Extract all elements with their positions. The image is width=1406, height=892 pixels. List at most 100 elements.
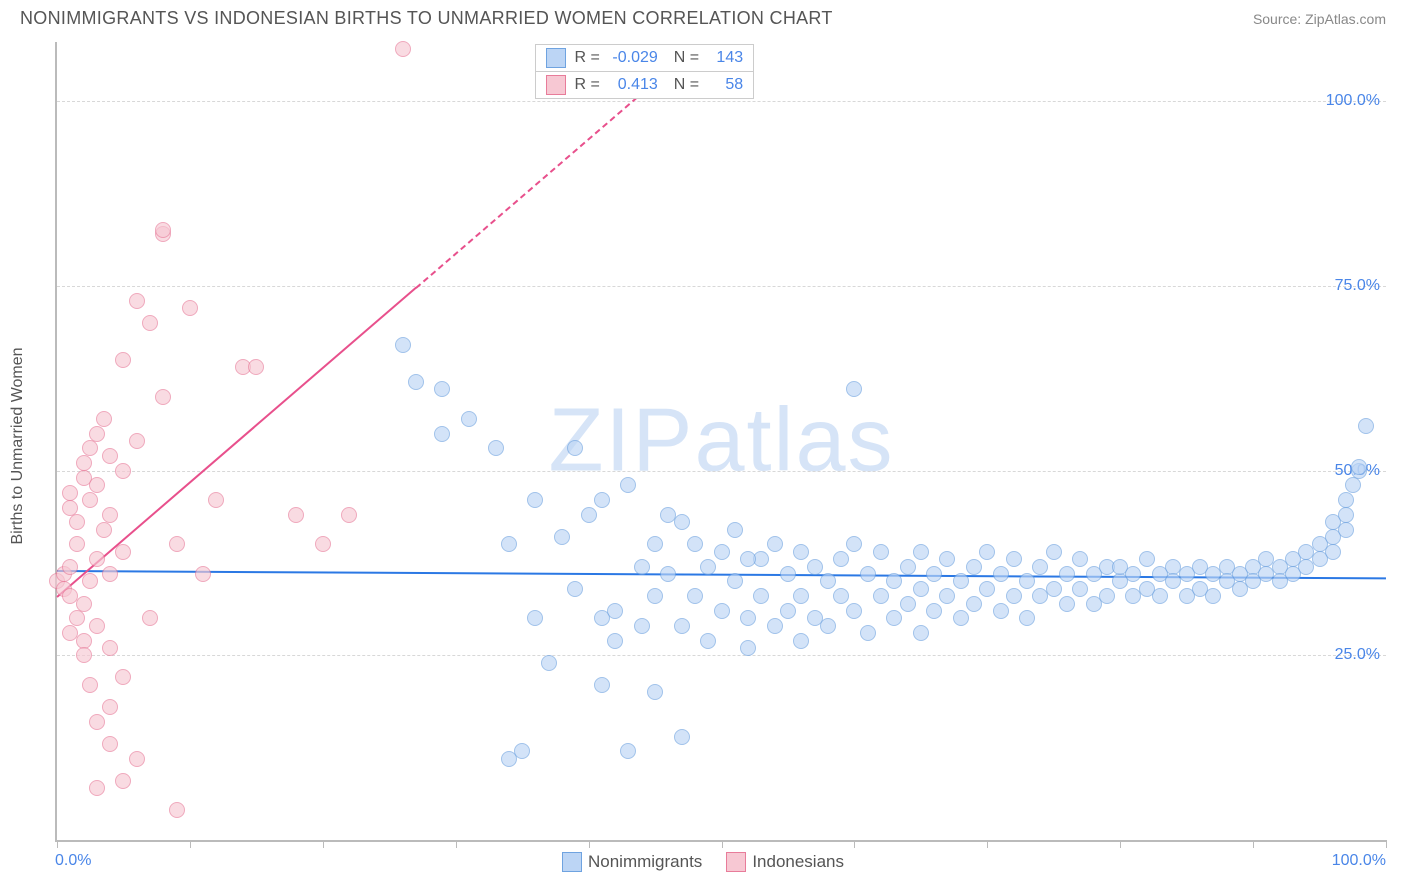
n-label: N = [674, 49, 699, 67]
n-label: N = [674, 76, 699, 94]
chart-header: NONIMMIGRANTS VS INDONESIAN BIRTHS TO UN… [0, 0, 1406, 33]
data-point [793, 588, 809, 604]
data-point [1351, 459, 1367, 475]
y-tick-label: 25.0% [1335, 646, 1380, 664]
data-point [501, 536, 517, 552]
data-point [82, 440, 98, 456]
data-point [979, 544, 995, 560]
data-point [89, 714, 105, 730]
data-point [647, 588, 663, 604]
data-point [767, 536, 783, 552]
data-point [993, 566, 1009, 582]
data-point [69, 536, 85, 552]
data-point [926, 603, 942, 619]
data-point [581, 507, 597, 523]
data-point [1072, 581, 1088, 597]
data-point [1338, 507, 1354, 523]
x-tick [1120, 840, 1121, 848]
data-point [567, 440, 583, 456]
data-point [541, 655, 557, 671]
x-tick [57, 840, 58, 848]
x-tick [323, 840, 324, 848]
data-point [780, 566, 796, 582]
data-point [129, 293, 145, 309]
data-point [594, 492, 610, 508]
data-point [607, 633, 623, 649]
data-point [89, 618, 105, 634]
data-point [714, 544, 730, 560]
x-tick [456, 840, 457, 848]
data-point [674, 729, 690, 745]
data-point [1099, 588, 1115, 604]
data-point [129, 751, 145, 767]
data-point [248, 359, 264, 375]
data-point [727, 522, 743, 538]
series-legend: NonimmigrantsIndonesians [562, 852, 844, 872]
scatter-chart: ZIPatlas 25.0%50.0%75.0%100.0%R =-0.029N… [55, 42, 1386, 842]
data-point [953, 573, 969, 589]
data-point [1006, 551, 1022, 567]
data-point [647, 684, 663, 700]
x-tick [987, 840, 988, 848]
data-point [1072, 551, 1088, 567]
data-point [62, 485, 78, 501]
legend-swatch [562, 852, 582, 872]
n-value: 58 [707, 76, 743, 94]
data-point [634, 618, 650, 634]
x-tick [854, 840, 855, 848]
data-point [846, 381, 862, 397]
data-point [660, 566, 676, 582]
data-point [1059, 596, 1075, 612]
data-point [142, 610, 158, 626]
data-point [1152, 588, 1168, 604]
data-point [687, 536, 703, 552]
trend-line [56, 287, 416, 598]
data-point [115, 544, 131, 560]
data-point [82, 573, 98, 589]
r-value: -0.029 [608, 49, 658, 67]
data-point [886, 573, 902, 589]
data-point [488, 440, 504, 456]
data-point [142, 315, 158, 331]
data-point [69, 610, 85, 626]
legend-swatch [726, 852, 746, 872]
data-point [979, 581, 995, 597]
data-point [115, 669, 131, 685]
data-point [129, 433, 145, 449]
data-point [594, 677, 610, 693]
data-point [408, 374, 424, 390]
data-point [169, 536, 185, 552]
data-point [900, 559, 916, 575]
data-point [461, 411, 477, 427]
gridline-h [57, 101, 1386, 102]
data-point [115, 352, 131, 368]
legend-label: Nonimmigrants [588, 852, 702, 872]
data-point [89, 551, 105, 567]
data-point [700, 633, 716, 649]
data-point [807, 559, 823, 575]
x-axis-max-label: 100.0% [1332, 852, 1386, 870]
data-point [913, 581, 929, 597]
data-point [115, 773, 131, 789]
data-point [434, 381, 450, 397]
data-point [76, 633, 92, 649]
r-label: R = [574, 76, 599, 94]
data-point [939, 588, 955, 604]
data-point [1059, 566, 1075, 582]
stats-row: R =0.413N =58 [536, 72, 753, 98]
data-point [873, 588, 889, 604]
data-point [620, 477, 636, 493]
data-point [674, 514, 690, 530]
data-point [687, 588, 703, 604]
gridline-h [57, 286, 1386, 287]
y-tick-label: 100.0% [1326, 92, 1380, 110]
data-point [674, 618, 690, 634]
data-point [833, 588, 849, 604]
data-point [62, 500, 78, 516]
data-point [1139, 551, 1155, 567]
data-point [1019, 573, 1035, 589]
data-point [115, 463, 131, 479]
x-tick [190, 840, 191, 848]
data-point [554, 529, 570, 545]
data-point [1125, 566, 1141, 582]
